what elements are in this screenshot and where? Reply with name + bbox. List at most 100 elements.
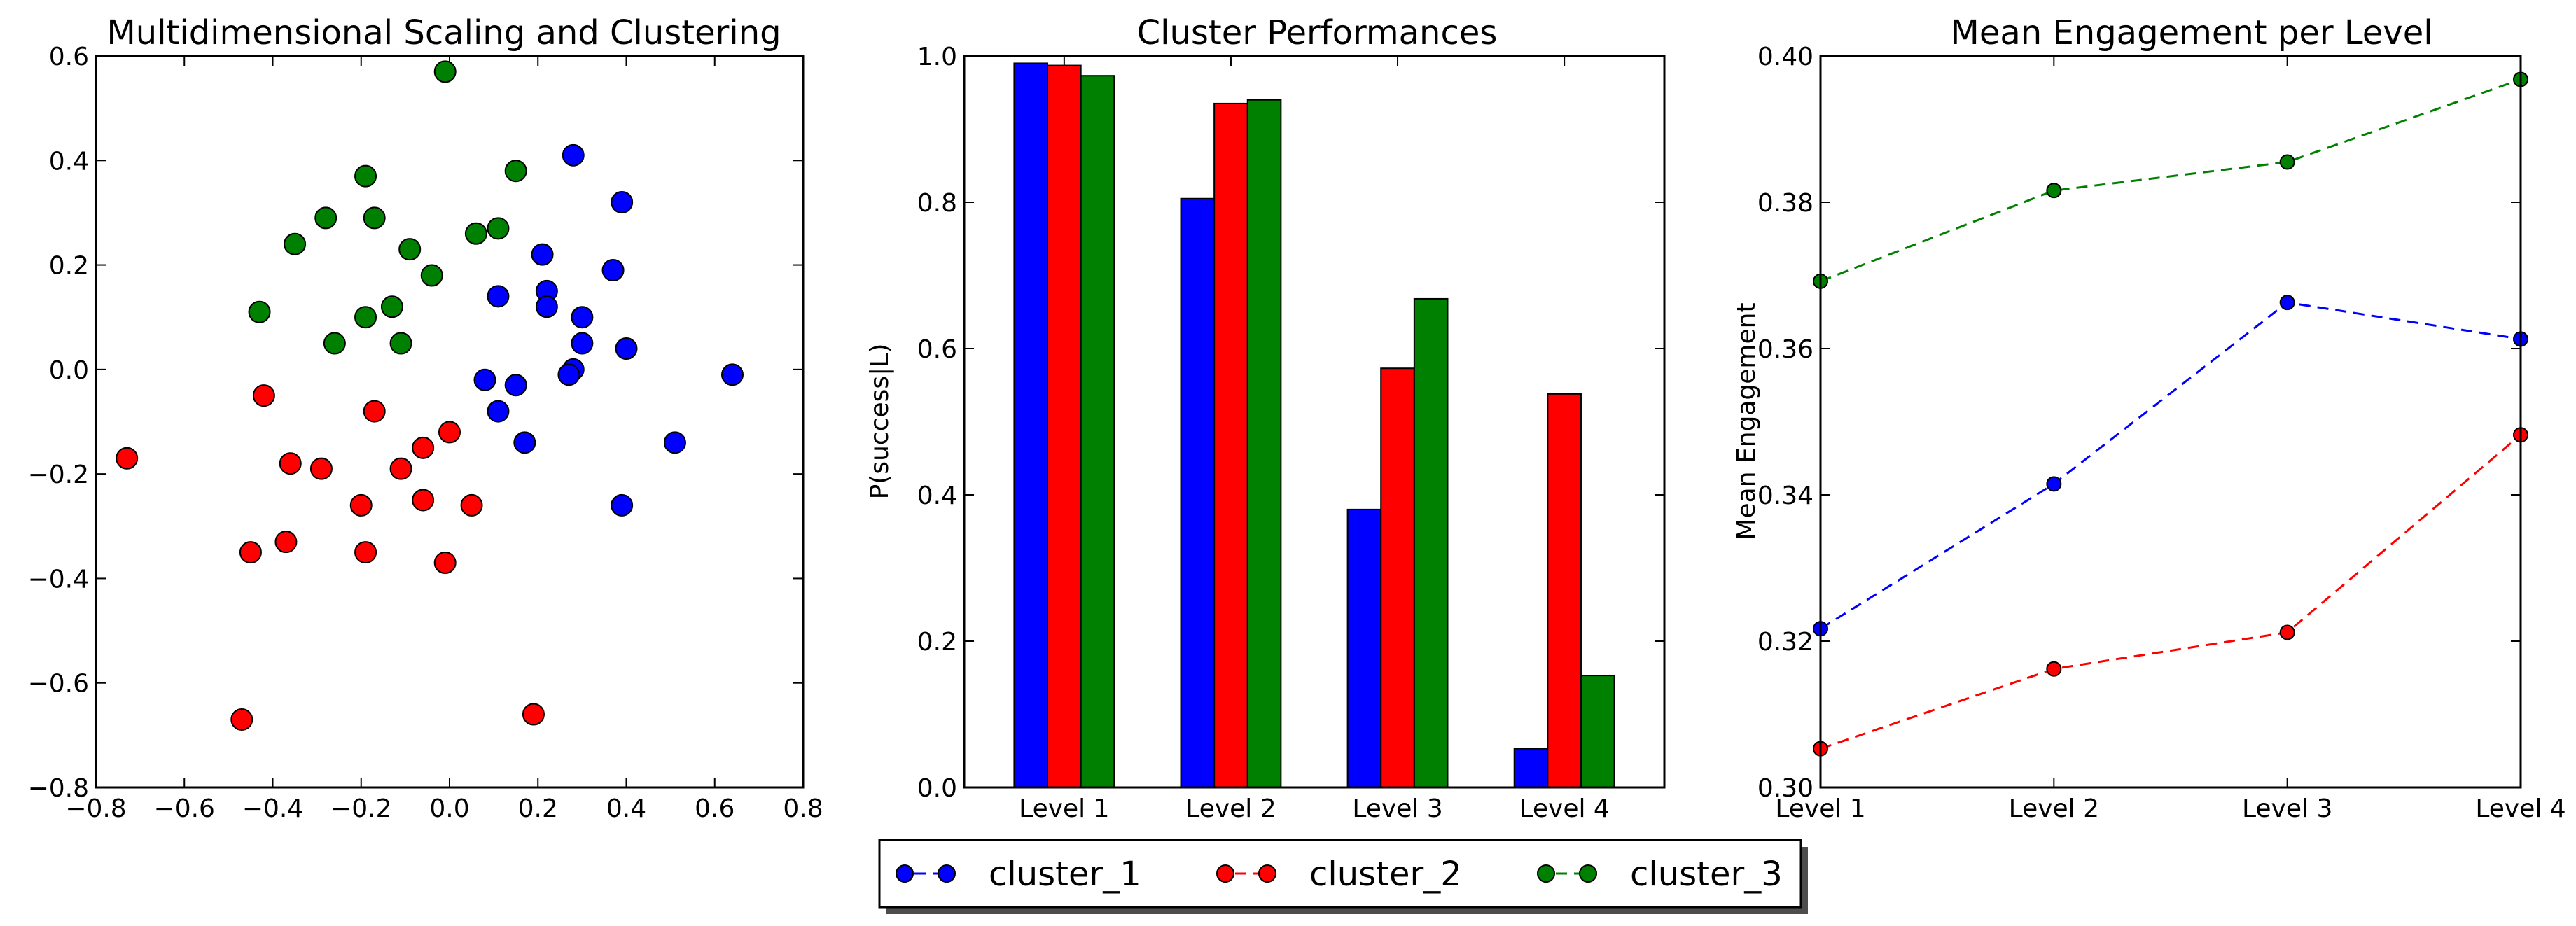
cluster_1-point <box>721 363 744 386</box>
mds-scatter-panel: Multidimensional Scaling and Clustering … <box>28 13 823 823</box>
cluster_3-point <box>380 295 403 318</box>
cluster_2-point <box>252 384 275 407</box>
perf-ytick-label: 0.4 <box>917 482 957 510</box>
mds-xtick-label: −0.6 <box>154 794 215 823</box>
cluster-performance-ylabel: P(success|L) <box>865 344 894 500</box>
mds-xtick-label: 0.2 <box>518 794 558 823</box>
cluster_3-bar <box>1080 75 1115 788</box>
cluster_1-point <box>615 337 638 360</box>
mean-engagement-ylabel: Mean Engagement <box>1732 302 1761 540</box>
cluster_3-marker <box>2046 183 2062 199</box>
cluster_1-point <box>473 368 496 391</box>
legend-label-cluster_3: cluster_3 <box>1630 855 1783 894</box>
cluster_1-point <box>571 332 594 355</box>
mds-ytick-label: −0.6 <box>28 670 89 699</box>
cluster_3-line <box>1820 78 2521 283</box>
mds-ytick-label: −0.4 <box>28 565 89 594</box>
cluster_1-bar <box>1013 62 1049 789</box>
cluster_3-point <box>398 238 422 261</box>
mds-xtick-label: 0.0 <box>429 794 469 823</box>
engagement-ytick-label: 0.38 <box>1757 189 1813 218</box>
cluster_3-legend-marker <box>1579 864 1597 883</box>
cluster_2-legend-marker <box>1216 864 1234 883</box>
cluster_2-point <box>433 552 457 575</box>
cluster_3-point <box>433 60 457 83</box>
cluster_3-bar <box>1413 297 1449 788</box>
mds-scatter-title: Multidimensional Scaling and Clustering <box>106 13 781 52</box>
cluster_3-point <box>420 264 443 287</box>
engagement-ytick-label: 0.32 <box>1757 628 1813 657</box>
mds-xtick-label: 0.6 <box>695 794 734 823</box>
mds-xtick-label: −0.4 <box>242 794 303 823</box>
engagement-xtick-label: Level 4 <box>2475 794 2565 823</box>
cluster_2-point <box>354 541 377 564</box>
engagement-ytick-label: 0.36 <box>1757 335 1813 364</box>
cluster_1-bar <box>1513 748 1549 788</box>
cluster_3-point <box>464 222 487 245</box>
mds-scatter-frame <box>95 55 805 789</box>
cluster_2-point <box>460 493 483 517</box>
perf-xtick-label: Level 1 <box>1019 794 1109 823</box>
cluster_1-point <box>487 400 510 423</box>
cluster_2-point <box>239 541 262 564</box>
cluster-performance-title: Cluster Performances <box>1137 13 1498 52</box>
cluster_3-point <box>504 160 527 183</box>
mds-ytick-label: −0.2 <box>28 461 89 489</box>
cluster_3-point <box>389 332 412 355</box>
cluster_2-point <box>116 447 139 470</box>
legend-label-cluster_1: cluster_1 <box>989 855 1141 894</box>
engagement-ytick-label: 0.40 <box>1757 43 1813 71</box>
cluster_3-point <box>487 217 510 240</box>
cluster_2-point <box>349 493 373 517</box>
mean-engagement-title: Mean Engagement per Level <box>1950 13 2432 52</box>
cluster_2-point <box>363 400 386 423</box>
cluster_1-bar <box>1346 508 1382 789</box>
cluster_2-marker <box>2046 661 2062 677</box>
engagement-xtick-label: Level 1 <box>1775 794 1865 823</box>
cluster_2-point <box>230 708 253 731</box>
cluster_2-bar <box>1547 393 1582 788</box>
cluster_1-point <box>513 431 536 454</box>
cluster_3-point <box>323 332 346 355</box>
cluster_2-marker <box>2279 624 2295 640</box>
mds-xtick-label: 0.4 <box>606 794 646 823</box>
cluster_1-bar <box>1180 197 1216 788</box>
cluster_1-marker <box>2279 295 2295 311</box>
cluster_3-point <box>363 206 386 230</box>
perf-ytick-label: 0.0 <box>917 774 957 803</box>
cluster_1-point <box>611 493 634 517</box>
mds-ytick-label: 0.0 <box>49 356 89 385</box>
cluster_1-point <box>562 143 585 167</box>
engagement-ytick-label: 0.34 <box>1757 482 1813 510</box>
cluster_2-point <box>412 489 435 512</box>
cluster-performance-panel: Cluster Performances P(success|L) 0.0 0.2… <box>865 13 1666 823</box>
cluster_1-point <box>611 191 634 213</box>
cluster_2-point <box>279 452 302 475</box>
cluster_1-legend-marker <box>938 864 956 883</box>
perf-ytick-label: 0.6 <box>917 335 957 364</box>
perf-xtick-label: Level 3 <box>1352 794 1442 823</box>
cluster_2-point <box>389 457 412 480</box>
mds-ytick-label: 0.4 <box>49 147 89 176</box>
perf-ytick-label: 0.8 <box>917 189 957 218</box>
mds-ytick-label: 0.2 <box>49 252 89 281</box>
cluster-performance-frame <box>963 55 1666 789</box>
cluster_3-point <box>354 164 377 188</box>
engagement-ytick-label: 0.30 <box>1757 774 1813 803</box>
cluster_1-legend-marker <box>896 864 914 883</box>
cluster_2-point <box>309 457 333 480</box>
mds-xtick-label: −0.2 <box>330 794 391 823</box>
legend-label-cluster_2: cluster_2 <box>1309 855 1462 894</box>
cluster_1-point <box>535 295 558 318</box>
perf-xtick-label: Level 4 <box>1519 794 1609 823</box>
cluster_2-point <box>522 703 545 726</box>
cluster_1-point <box>487 285 510 308</box>
cluster_1-point <box>663 431 686 454</box>
cluster_3-legend-marker <box>1537 864 1555 883</box>
cluster_2-bar <box>1213 102 1248 789</box>
cluster_2-point <box>274 531 298 554</box>
cluster_1-point <box>531 243 554 266</box>
engagement-xtick-label: Level 2 <box>2009 794 2099 823</box>
cluster_2-line <box>1820 434 2521 750</box>
